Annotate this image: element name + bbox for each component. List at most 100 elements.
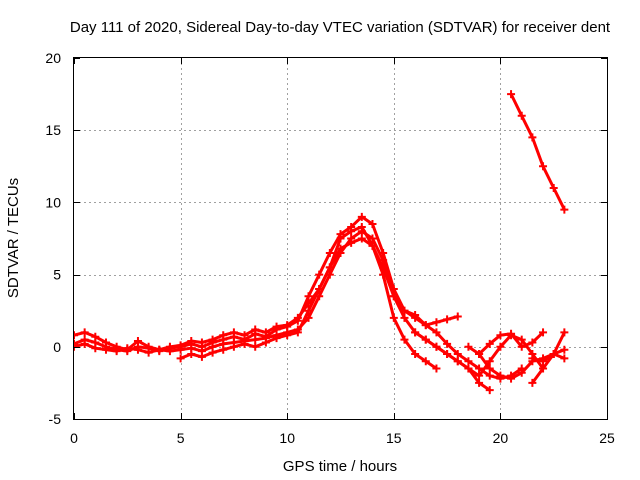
series-line [509,92,566,212]
data-point [112,347,121,356]
series-track-10 [507,90,569,214]
data-point [496,371,505,380]
data-point [432,318,441,327]
data-point [251,342,260,351]
data-point [539,364,548,373]
series-track-4 [176,234,526,383]
data-point [315,285,324,294]
data-point [389,313,398,322]
data-point [475,364,484,373]
data-point [347,222,356,231]
y-tick-label: 5 [53,267,61,283]
data-point [411,328,420,337]
data-point [165,347,174,356]
data-point [560,345,569,354]
data-point [560,328,569,337]
data-point [464,364,473,373]
data-point [453,312,462,321]
data-point [421,335,430,344]
axis-tick-labels: 0 5 10 15 20 25 -5 0 5 10 15 20 [45,50,615,446]
data-point [368,241,377,250]
data-point [123,344,132,353]
data-point [251,335,260,344]
x-tick-label: 0 [70,430,78,446]
series-track-9 [528,345,569,366]
data-point [283,331,292,340]
x-tick-label: 5 [177,430,185,446]
data-point [517,368,526,377]
data-point [539,328,548,337]
data-point [347,238,356,247]
data-point [485,357,494,366]
data-point [144,348,153,357]
data-point [560,205,569,214]
data-point [432,364,441,373]
data-point [261,338,270,347]
data-point [475,378,484,387]
data-point [304,292,313,301]
data-point [336,230,345,239]
data-point [485,364,494,373]
data-point [528,133,537,142]
data-point [400,306,409,315]
data-point [453,350,462,359]
data-point [304,306,313,315]
x-tick-label: 20 [493,430,509,446]
y-tick-label: 15 [45,122,61,138]
data-point [293,316,302,325]
x-tick-label: 10 [279,430,295,446]
data-point [133,345,142,354]
data-point [74,342,78,351]
data-point [475,350,484,359]
data-point [475,371,484,380]
data-point [485,371,494,380]
data-point [453,357,462,366]
data-point [411,311,420,320]
data-point [421,321,430,330]
data-point [293,328,302,337]
y-tick-label: 20 [45,50,61,66]
plot-frame [73,57,608,420]
data-point [357,212,366,221]
data-point [315,270,324,279]
series-line [530,348,566,363]
data-point [325,263,334,272]
data-point [336,244,345,253]
series-track-8 [528,328,569,387]
x-axis-label: GPS time / hours [283,458,397,475]
data-point [507,374,516,383]
data-point [507,90,516,99]
data-point [507,329,516,338]
data-point [91,344,100,353]
data-point [443,339,452,348]
data-point [539,162,548,171]
data-point [443,315,452,324]
series-track-5 [411,328,548,380]
data-point [197,352,206,361]
data-point [539,357,548,366]
data-point [101,345,110,354]
data-point [549,350,558,359]
data-point [80,339,89,348]
data-point [560,354,569,363]
data-point [400,313,409,322]
data-point [528,378,537,387]
data-point [368,220,377,229]
data-point [155,345,164,354]
data-point [485,339,494,348]
data-point [549,183,558,192]
data-point [357,234,366,243]
x-tick-label: 25 [599,430,615,446]
data-point [528,354,537,363]
y-tick-label: 0 [53,339,61,355]
data-point [208,348,217,357]
data-point [517,335,526,344]
data-point [432,328,441,337]
data-point [432,342,441,351]
y-tick-label: -5 [49,411,62,427]
data-point [368,234,377,243]
data-point [496,342,505,351]
chart-title: Day 111 of 2020, Sidereal Day-to-day VTE… [70,19,611,36]
